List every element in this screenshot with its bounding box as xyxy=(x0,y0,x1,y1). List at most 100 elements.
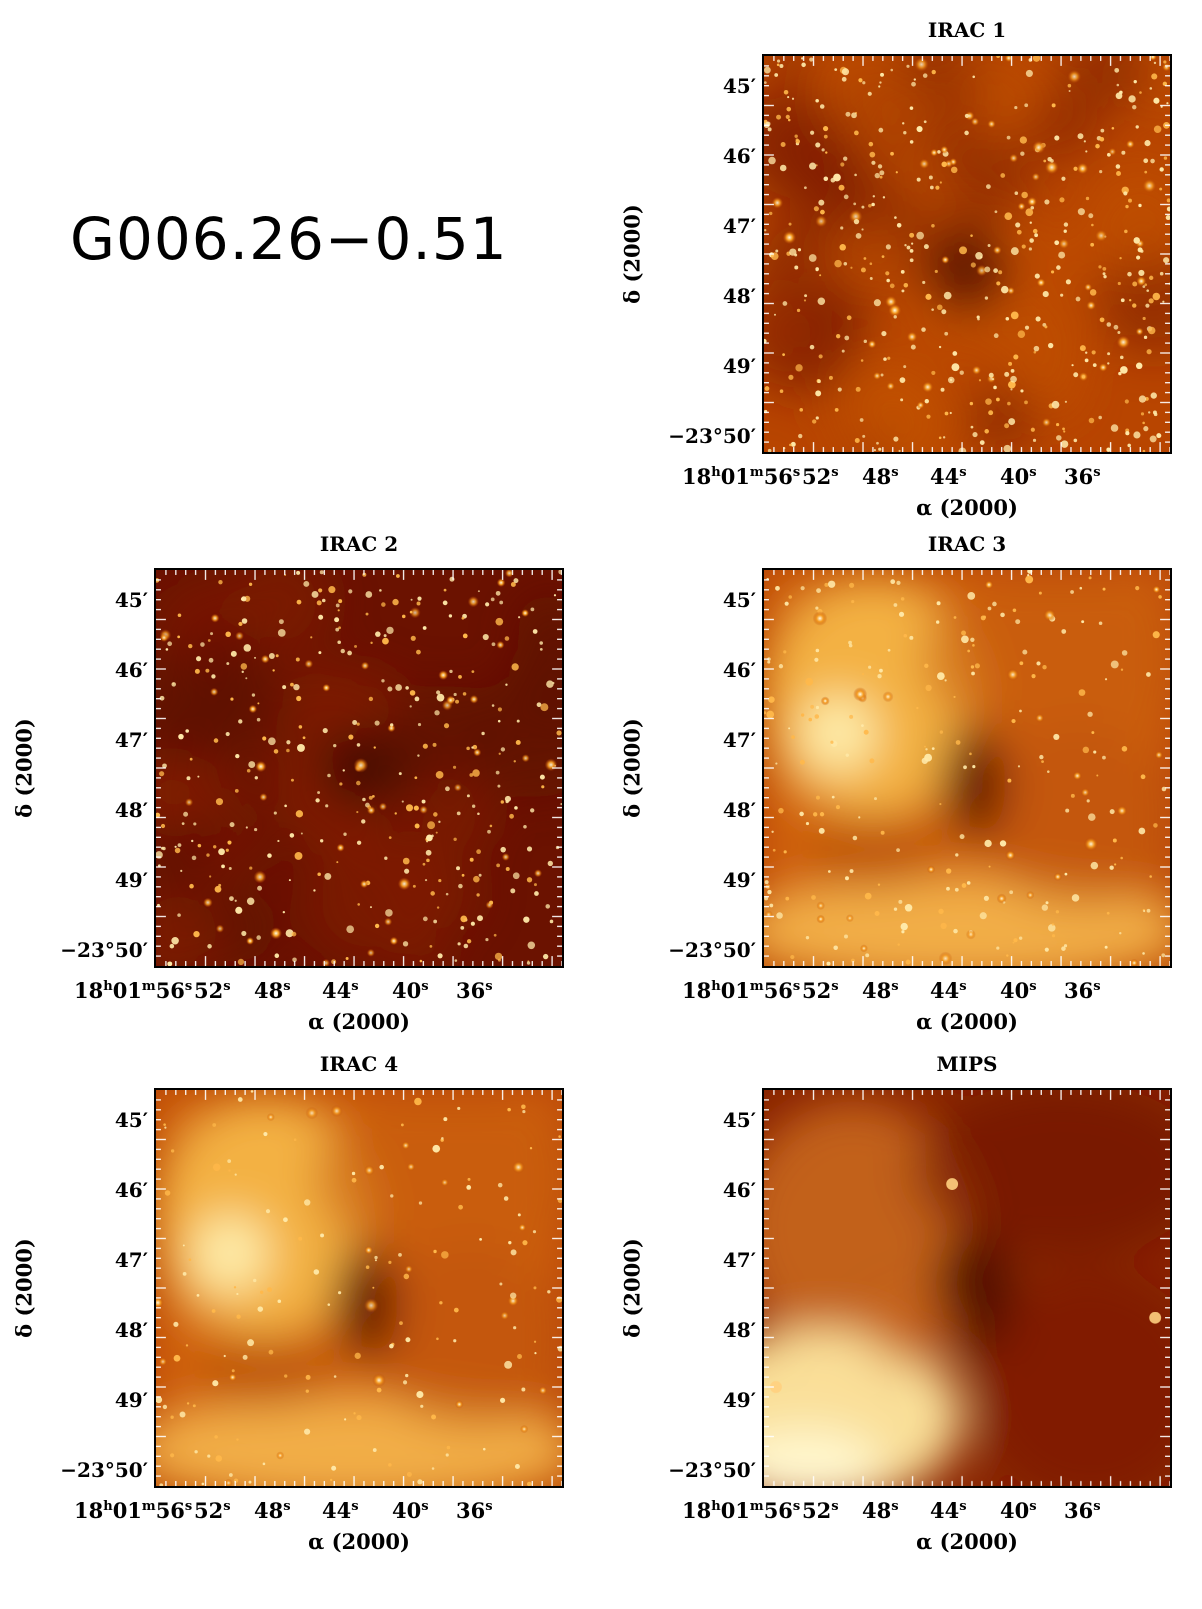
y-tick-label: 47′ xyxy=(114,1248,148,1272)
panel-title: MIPS xyxy=(936,1052,998,1076)
y-axis-label-text: δ (2000) xyxy=(11,1238,37,1338)
x-tick-label: 36s xyxy=(1064,464,1101,489)
x-tick-label: 48s xyxy=(254,978,291,1003)
x-tick-label: 44s xyxy=(930,1498,967,1523)
y-tick-label: 48′ xyxy=(114,1318,148,1342)
x-axis-label: α (2000) xyxy=(916,1009,1018,1034)
x-tick-label: 48s xyxy=(862,978,899,1003)
frame-ticks xyxy=(156,1090,562,1486)
y-tick-label: −23°50′ xyxy=(60,1458,148,1482)
point-sources xyxy=(764,570,1167,966)
nebula-emission xyxy=(156,1090,562,1486)
y-tick-label: 45′ xyxy=(722,74,756,98)
x-tick-label: 44s xyxy=(322,978,359,1003)
y-tick-label: 46′ xyxy=(722,1178,756,1202)
nebula-emission xyxy=(764,570,1170,966)
y-tick-label: 49′ xyxy=(114,1388,148,1412)
panel-image xyxy=(154,568,564,968)
x-tick-label: 48s xyxy=(862,464,899,489)
x-axis-label: α (2000) xyxy=(308,1009,410,1034)
x-tick-label: 36s xyxy=(456,978,493,1003)
y-tick-label: 49′ xyxy=(722,354,756,378)
y-tick-label: 47′ xyxy=(722,214,756,238)
x-tick-label: 40s xyxy=(1000,464,1037,489)
x-tick-label: 48s xyxy=(254,1498,291,1523)
x-tick-label: 18h01m56s xyxy=(74,978,193,1003)
point-sources xyxy=(156,1090,562,1486)
y-tick-label: 48′ xyxy=(722,798,756,822)
panel-irac4: IRAC 4 45′ 46′ 47′ 48′ 49′ −23°50′ δ (2000) 18h0… xyxy=(4,1052,564,1582)
y-tick-label: 45′ xyxy=(114,588,148,612)
x-tick-label: 18h01m56s xyxy=(682,1498,801,1523)
frame-ticks xyxy=(764,570,1170,966)
panel-title: IRAC 2 xyxy=(319,532,399,556)
panel-image-svg xyxy=(156,570,562,966)
x-tick-label: 36s xyxy=(1064,1498,1101,1523)
x-tick-label: 52s xyxy=(802,1498,839,1523)
x-axis-label: α (2000) xyxy=(916,495,1018,520)
x-tick-label: 18h01m56s xyxy=(682,978,801,1003)
y-tick-label: 46′ xyxy=(114,658,148,682)
x-tick-label: 52s xyxy=(194,1498,231,1523)
x-tick-label: 36s xyxy=(1064,978,1101,1003)
panel-image xyxy=(154,1088,564,1488)
y-tick-label: −23°50′ xyxy=(668,1458,756,1482)
point-sources xyxy=(764,56,1170,452)
x-tick-label: 40s xyxy=(392,978,429,1003)
y-tick-label: 47′ xyxy=(114,728,148,752)
y-tick-label: 45′ xyxy=(722,588,756,612)
x-tick-label: 44s xyxy=(930,978,967,1003)
y-tick-label: 47′ xyxy=(722,1248,756,1272)
x-axis-label: α (2000) xyxy=(308,1529,410,1554)
panel-image-svg xyxy=(764,1090,1170,1486)
y-axis-label-text: δ (2000) xyxy=(619,718,645,818)
y-tick-label: 49′ xyxy=(114,868,148,892)
panel-image xyxy=(762,568,1172,968)
y-axis-label-text: δ (2000) xyxy=(619,204,645,304)
y-tick-label: −23°50′ xyxy=(60,938,148,962)
panel-irac1: IRAC 1 45′ 46′ 47′ 48′ 49′ −23°50′ δ (2000) 18h0… xyxy=(612,18,1172,548)
nebula-emission xyxy=(764,1090,1170,1486)
panel-title: IRAC 3 xyxy=(927,532,1007,556)
x-tick-label: 44s xyxy=(930,464,967,489)
panel-image-svg xyxy=(764,56,1170,452)
y-axis-label-text: δ (2000) xyxy=(11,718,37,818)
x-tick-label: 44s xyxy=(322,1498,359,1523)
panel-irac2: IRAC 2 45′ 46′ 47′ 48′ 49′ −23°50′ δ (2000) 18h0… xyxy=(4,532,564,1062)
x-tick-label: 52s xyxy=(194,978,231,1003)
y-tick-label: −23°50′ xyxy=(668,424,756,448)
x-tick-label: 40s xyxy=(1000,978,1037,1003)
y-tick-label: 46′ xyxy=(114,1178,148,1202)
x-tick-label: 52s xyxy=(802,464,839,489)
object-name-title: G006.26−0.51 xyxy=(70,205,508,273)
panel-image xyxy=(762,54,1172,454)
y-tick-label: 47′ xyxy=(722,728,756,752)
y-tick-label: 49′ xyxy=(722,868,756,892)
y-tick-label: −23°50′ xyxy=(668,938,756,962)
y-tick-label: 45′ xyxy=(722,1108,756,1132)
point-sources xyxy=(769,1178,1162,1393)
x-tick-label: 40s xyxy=(392,1498,429,1523)
panel-image-svg xyxy=(156,1090,562,1486)
y-tick-label: 46′ xyxy=(722,144,756,168)
panel-image-svg xyxy=(764,570,1170,966)
point-sources xyxy=(156,570,562,966)
y-tick-label: 48′ xyxy=(722,284,756,308)
x-tick-label: 18h01m56s xyxy=(682,464,801,489)
panel-image xyxy=(762,1088,1172,1488)
panel-irac3: IRAC 3 45′ 46′ 47′ 48′ 49′ −23°50′ δ (2000) 18h0… xyxy=(612,532,1172,1062)
x-tick-label: 36s xyxy=(456,1498,493,1523)
panel-title: IRAC 4 xyxy=(319,1052,399,1076)
y-tick-label: 48′ xyxy=(114,798,148,822)
y-tick-label: 45′ xyxy=(114,1108,148,1132)
x-tick-label: 40s xyxy=(1000,1498,1037,1523)
x-axis-label: α (2000) xyxy=(916,1529,1018,1554)
y-axis-label-text: δ (2000) xyxy=(619,1238,645,1338)
x-tick-label: 52s xyxy=(802,978,839,1003)
panel-title: IRAC 1 xyxy=(927,18,1007,42)
frame-ticks xyxy=(764,56,1170,452)
y-tick-label: 49′ xyxy=(722,1388,756,1412)
x-tick-label: 48s xyxy=(862,1498,899,1523)
frame-ticks xyxy=(156,570,562,966)
panel-mips: MIPS 45′ 46′ 47′ 48′ 49′ −23°50′ δ (2000) 18h01m… xyxy=(612,1052,1172,1582)
